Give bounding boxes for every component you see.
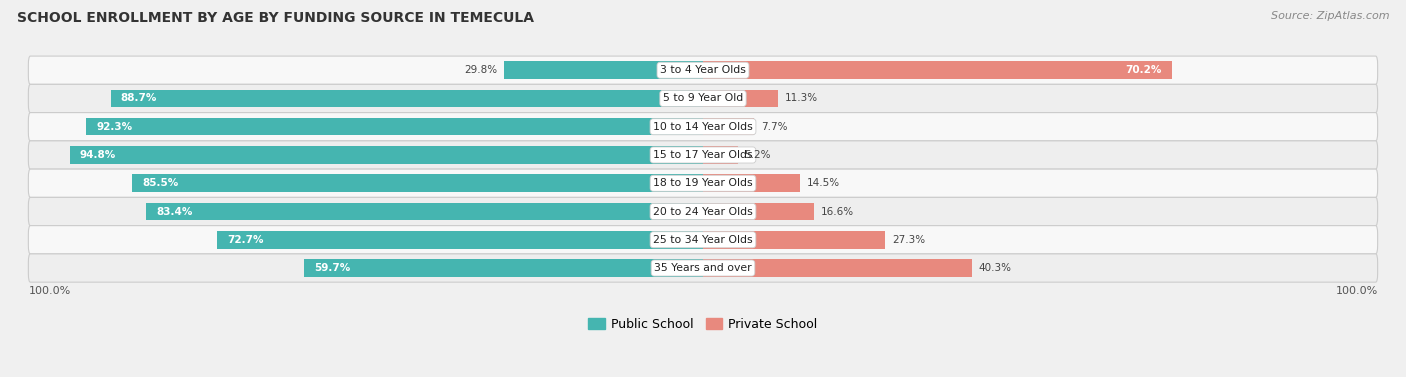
FancyBboxPatch shape: [28, 198, 1378, 225]
Bar: [703, 118, 755, 135]
Text: 18 to 19 Year Olds: 18 to 19 Year Olds: [654, 178, 752, 188]
Text: 85.5%: 85.5%: [142, 178, 179, 188]
Bar: [70, 146, 703, 164]
Bar: [703, 90, 779, 107]
Text: 92.3%: 92.3%: [97, 122, 132, 132]
Bar: [146, 203, 703, 220]
Text: 29.8%: 29.8%: [464, 65, 498, 75]
Text: 7.7%: 7.7%: [761, 122, 787, 132]
Bar: [703, 175, 800, 192]
Text: 72.7%: 72.7%: [228, 235, 264, 245]
Bar: [703, 146, 738, 164]
Text: 10 to 14 Year Olds: 10 to 14 Year Olds: [654, 122, 752, 132]
Text: 88.7%: 88.7%: [121, 93, 157, 103]
Text: 5.2%: 5.2%: [744, 150, 770, 160]
Text: 35 Years and over: 35 Years and over: [654, 263, 752, 273]
Text: 100.0%: 100.0%: [1336, 286, 1378, 296]
FancyBboxPatch shape: [28, 254, 1378, 282]
Text: 25 to 34 Year Olds: 25 to 34 Year Olds: [654, 235, 752, 245]
Text: Source: ZipAtlas.com: Source: ZipAtlas.com: [1271, 11, 1389, 21]
Text: 27.3%: 27.3%: [891, 235, 925, 245]
Bar: [703, 203, 814, 220]
Bar: [87, 118, 703, 135]
Text: 40.3%: 40.3%: [979, 263, 1012, 273]
Bar: [503, 61, 703, 79]
FancyBboxPatch shape: [28, 84, 1378, 113]
Text: 15 to 17 Year Olds: 15 to 17 Year Olds: [654, 150, 752, 160]
Text: 14.5%: 14.5%: [807, 178, 839, 188]
Text: 59.7%: 59.7%: [315, 263, 350, 273]
Bar: [218, 231, 703, 248]
Bar: [132, 175, 703, 192]
Text: 20 to 24 Year Olds: 20 to 24 Year Olds: [654, 207, 752, 216]
FancyBboxPatch shape: [28, 225, 1378, 254]
Text: 5 to 9 Year Old: 5 to 9 Year Old: [662, 93, 744, 103]
Text: SCHOOL ENROLLMENT BY AGE BY FUNDING SOURCE IN TEMECULA: SCHOOL ENROLLMENT BY AGE BY FUNDING SOUR…: [17, 11, 534, 25]
Text: 16.6%: 16.6%: [821, 207, 853, 216]
Text: 100.0%: 100.0%: [28, 286, 70, 296]
FancyBboxPatch shape: [28, 56, 1378, 84]
Bar: [703, 231, 886, 248]
Bar: [703, 61, 1173, 79]
Bar: [111, 90, 703, 107]
Legend: Public School, Private School: Public School, Private School: [588, 317, 818, 331]
FancyBboxPatch shape: [28, 169, 1378, 198]
Text: 94.8%: 94.8%: [80, 150, 117, 160]
Text: 70.2%: 70.2%: [1126, 65, 1161, 75]
Bar: [703, 259, 972, 277]
FancyBboxPatch shape: [28, 113, 1378, 141]
Text: 3 to 4 Year Olds: 3 to 4 Year Olds: [659, 65, 747, 75]
Text: 83.4%: 83.4%: [156, 207, 193, 216]
FancyBboxPatch shape: [28, 141, 1378, 169]
Text: 11.3%: 11.3%: [785, 93, 818, 103]
Bar: [304, 259, 703, 277]
